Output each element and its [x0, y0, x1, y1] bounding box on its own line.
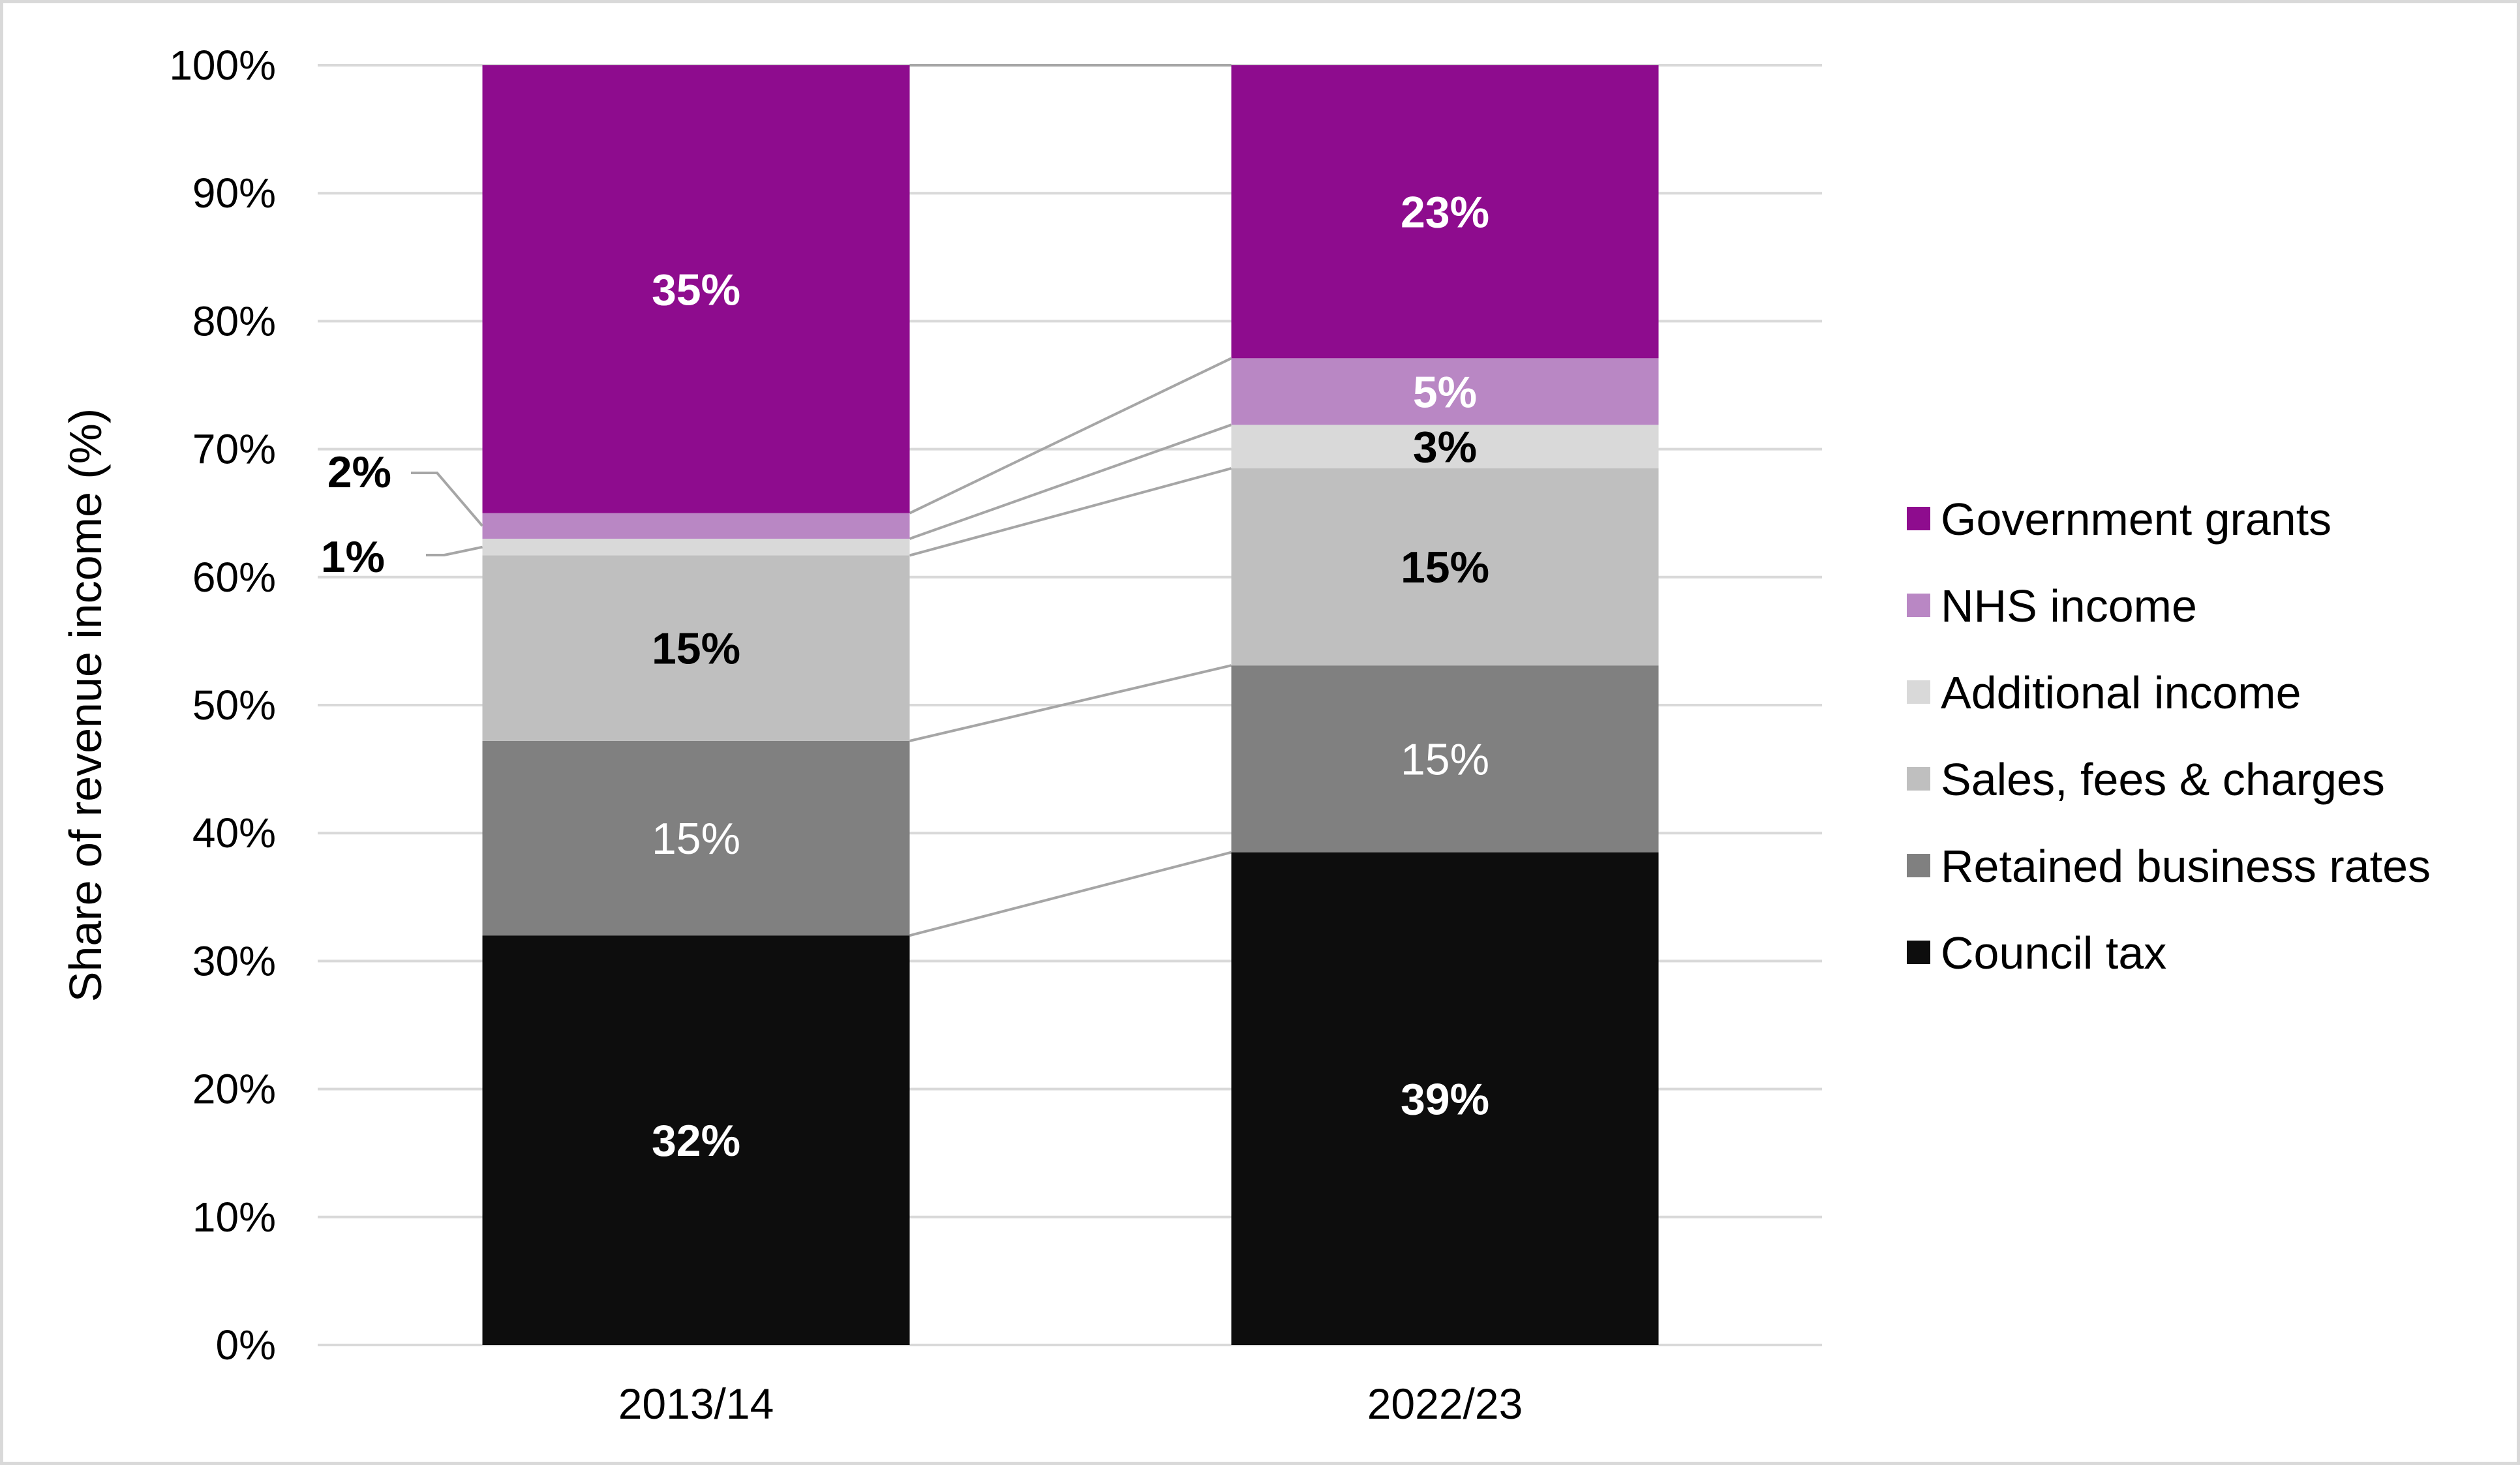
y-axis-title: Share of revenue income (%)	[60, 408, 111, 1002]
y-tick-label: 80%	[192, 297, 276, 344]
connector-line-nhs-income	[909, 357, 1232, 515]
legend-swatch-retained-business-rates	[1907, 854, 1930, 877]
y-tick-label: 100%	[169, 42, 276, 89]
connector-line-retained-business-rates	[909, 664, 1232, 742]
legend-label-additional-income: Additional income	[1941, 667, 2301, 718]
y-tick-label: 30%	[192, 937, 276, 984]
data-label-council-tax-2022-23: 39%	[1401, 1074, 1489, 1124]
y-tick-label: 50%	[192, 682, 276, 729]
bar-council-tax-2013-14	[482, 935, 910, 1345]
y-tick-label: 40%	[192, 809, 276, 856]
data-label-additional-income-2013-14: 1%	[321, 532, 385, 582]
legend-label-nhs-income: NHS income	[1941, 581, 2197, 631]
bar-government-grants-2022-23	[1231, 65, 1659, 359]
bar-retained-business-rates-2022-23	[1231, 665, 1659, 853]
stacked-bar-chart: 0% 10% 20% 30% 40% 50% 60% 70% 80% 90% 100% Share o…	[60, 42, 2431, 1428]
legend-swatch-additional-income	[1907, 680, 1930, 704]
bar-nhs-income-2013-14	[482, 513, 910, 539]
legend-swatch-sales-fees-and-charges	[1907, 767, 1930, 791]
legend-swatch-nhs-income	[1907, 594, 1930, 617]
legend-swatch-government-grants	[1907, 507, 1930, 530]
data-label-sales-fees-and-charges-2022-23: 15%	[1401, 543, 1489, 592]
bar-sales-fees-and-charges-2013-14	[482, 555, 910, 741]
y-tick-label: 90%	[192, 170, 276, 217]
bar-additional-income-2022-23	[1231, 425, 1659, 469]
x-tick-label: 2013/14	[618, 1380, 774, 1428]
callout-leader-additional-income	[426, 545, 483, 556]
data-label-sales-fees-and-charges-2013-14: 15%	[652, 624, 740, 674]
bar-council-tax-2022-23	[1231, 852, 1659, 1345]
bar-additional-income-2013-14	[482, 538, 910, 556]
bar-sales-fees-and-charges-2022-23	[1231, 468, 1659, 666]
y-tick-label: 70%	[192, 426, 276, 473]
data-label-council-tax-2013-14: 32%	[652, 1116, 740, 1166]
data-label-additional-income-2022-23: 3%	[1413, 423, 1477, 472]
data-label-nhs-income-2022-23: 5%	[1413, 367, 1477, 417]
data-label-government-grants-2022-23: 23%	[1401, 188, 1489, 237]
legend-label-government-grants: Government grants	[1941, 494, 2331, 545]
bar-retained-business-rates-2013-14	[482, 740, 910, 936]
y-tick-label: 60%	[192, 554, 276, 601]
legend-label-sales-fees-and-charges: Sales, fees & charges	[1941, 754, 2385, 805]
data-label-retained-business-rates-2022-23: 15%	[1401, 734, 1489, 784]
x-tick-label: 2022/23	[1367, 1380, 1523, 1428]
data-label-government-grants-2013-14: 35%	[652, 265, 740, 314]
bar-nhs-income-2022-23	[1231, 358, 1659, 425]
bar-government-grants-2013-14	[482, 65, 910, 513]
legend-label-retained-business-rates: Retained business rates	[1941, 841, 2431, 892]
legend-label-council-tax: Council tax	[1941, 928, 2166, 978]
y-tick-label: 10%	[192, 1194, 276, 1241]
connector-line-additional-income	[909, 423, 1232, 540]
connector-line-sales-fees-and-charges	[909, 467, 1232, 557]
callout-leader-nhs-income	[411, 472, 484, 527]
data-label-retained-business-rates-2013-14: 15%	[652, 814, 740, 864]
y-tick-label: 0%	[216, 1322, 277, 1368]
legend-swatch-council-tax	[1907, 941, 1930, 964]
y-tick-label: 20%	[192, 1066, 276, 1113]
connector-line-council-tax	[909, 851, 1232, 937]
data-label-nhs-income-2013-14: 2%	[327, 447, 391, 497]
